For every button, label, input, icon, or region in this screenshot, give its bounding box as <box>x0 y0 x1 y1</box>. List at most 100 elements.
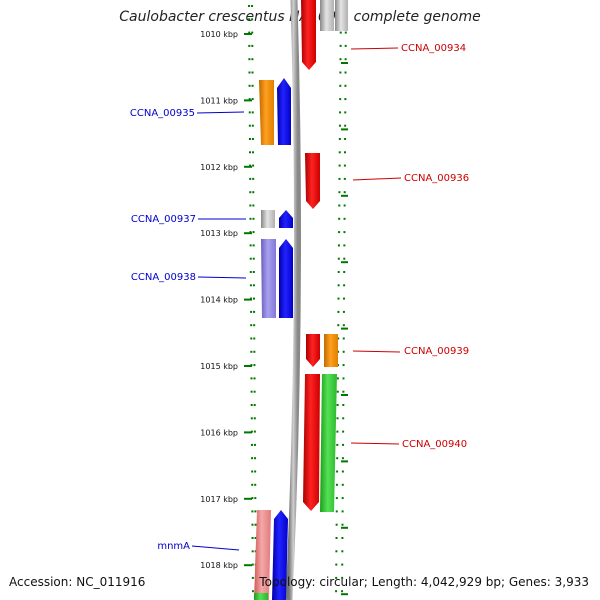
guide-dot-left-inner <box>254 457 257 460</box>
guide-dot-right <box>335 497 338 500</box>
guide-dot-left <box>250 337 253 340</box>
guide-dot-left <box>249 284 252 287</box>
map-title: Caulobacter crescentus NA1000, complete … <box>119 9 481 25</box>
gene-ccna-00939-orange <box>324 334 338 367</box>
guide-dot-right <box>335 523 338 526</box>
guide-dot-right-outer <box>341 483 344 486</box>
label-ccna-00934[interactable]: CCNA_00934 <box>401 43 466 54</box>
scale-tick-label: 1018 kbp <box>200 561 238 570</box>
label-ccna-00938[interactable]: CCNA_00938 <box>131 272 196 283</box>
guide-dot-left-inner <box>251 98 254 101</box>
guide-dot-right <box>339 58 342 61</box>
guide-dot-right <box>337 350 340 353</box>
guide-dot-left-inner <box>254 483 257 486</box>
label-ccna-00937[interactable]: CCNA_00937 <box>131 214 196 225</box>
guide-dot-right-outer <box>343 164 346 167</box>
guide-dot-right <box>338 204 341 207</box>
guide-dot-left <box>249 271 252 273</box>
guide-dot-left-inner <box>252 297 255 300</box>
guide-dot-right-outer <box>343 204 346 207</box>
guide-dot-right <box>339 98 342 101</box>
guide-dot-left <box>248 71 251 74</box>
scale-tick-label: 1017 kbp <box>200 495 238 504</box>
guide-dot-left <box>250 443 253 446</box>
label-ccna-00940[interactable]: CCNA_00940 <box>402 439 467 450</box>
guide-dot-left <box>251 576 254 579</box>
guide-dot-left-inner <box>252 164 255 167</box>
label-ccna-00935[interactable]: CCNA_00935 <box>130 108 195 119</box>
guide-dot-left-inner <box>253 404 256 406</box>
guide-dot-right-outer <box>343 151 346 154</box>
guide-dot-right <box>339 31 342 34</box>
guide-dot-right-outer <box>341 563 344 566</box>
topology-label: Topology: circular; Length: 4,042,929 bp… <box>259 575 589 589</box>
guide-dot-left <box>250 310 253 313</box>
guide-dot-left-inner <box>253 337 256 340</box>
guide-dot-right <box>337 297 340 300</box>
guide-dot-left <box>251 550 254 553</box>
guide-dot-right <box>338 177 341 180</box>
guide-dot-right-outer <box>341 510 344 513</box>
label-mnma[interactable]: mnmA <box>157 541 190 552</box>
label-connectors <box>191 47 402 551</box>
scale-tick-label: 1014 kbp <box>200 296 238 305</box>
gene-ccna-00939-cds <box>306 334 320 367</box>
guide-dot-right <box>336 404 339 406</box>
gene-labels: CCNA_00934 CCNA_00935 CCNA_00936 CCNA_00… <box>130 43 469 552</box>
guide-dot-right-outer <box>344 98 347 101</box>
guide-dot-left-inner <box>254 537 257 539</box>
guide-dot-left <box>251 470 254 473</box>
gene-prev-gray <box>320 0 334 31</box>
guide-dot-right <box>337 271 340 273</box>
label-ccna-00939[interactable]: CCNA_00939 <box>404 346 469 357</box>
gene-ccna-00940-cds <box>303 374 320 511</box>
guide-dot-left <box>251 563 254 566</box>
guide-dot-left-inner <box>252 257 255 260</box>
connector-ccna-00938 <box>197 276 247 279</box>
guide-dot-left-inner <box>253 417 256 420</box>
guide-dot-right <box>339 84 342 87</box>
label-ccna-00936[interactable]: CCNA_00936 <box>404 173 469 184</box>
guide-dot-right <box>339 111 342 114</box>
guide-dot-right-outer <box>342 404 345 406</box>
connector-ccna-00939 <box>352 350 401 353</box>
guide-dot-left-inner <box>253 443 256 446</box>
guide-dot-left-inner <box>253 364 256 367</box>
guide-dot-left <box>249 231 252 234</box>
guide-dot-right-outer <box>344 44 347 47</box>
guide-dot-right-outer <box>343 217 346 220</box>
guide-dot-left <box>249 204 252 207</box>
guide-dot-right-outer <box>342 443 345 446</box>
guide-dot-left <box>251 590 254 593</box>
guide-dot-right-outer <box>343 231 346 234</box>
guide-dot-right-outer <box>342 324 345 327</box>
guide-dot-right <box>338 151 341 154</box>
guide-dot-right <box>336 390 339 393</box>
guide-dot-right-outer <box>344 31 347 34</box>
scale-tick-label: 1015 kbp <box>200 362 238 371</box>
gene-ccna-00934-cds <box>301 0 316 70</box>
guide-dot-right-outer <box>344 58 347 61</box>
guide-dot-right <box>335 537 338 539</box>
guide-dot-right-outer <box>343 257 346 260</box>
guide-dot-left <box>249 164 252 167</box>
guide-dot-left <box>248 138 251 140</box>
guide-dot-right <box>335 590 338 593</box>
guide-dot-right-outer <box>344 111 347 114</box>
guide-dot-right <box>335 576 338 579</box>
guide-dot-right <box>337 257 340 260</box>
connector-ccna-00934 <box>350 47 399 50</box>
guide-dot-right <box>336 443 339 446</box>
guide-dot-right-outer <box>343 191 346 194</box>
guide-dot-left-inner <box>254 497 257 500</box>
guide-dot-right-outer <box>341 497 344 500</box>
guide-dot-left <box>251 537 254 539</box>
guide-dot-right-outer <box>342 310 345 313</box>
guide-dot-right <box>337 284 340 287</box>
guide-dot-right <box>336 470 339 473</box>
guide-dot-left <box>249 217 252 220</box>
guide-dot-right <box>337 337 340 340</box>
guide-dot-left <box>248 98 251 101</box>
guide-dot-right <box>335 510 338 513</box>
guide-dot-right-outer <box>344 138 347 140</box>
